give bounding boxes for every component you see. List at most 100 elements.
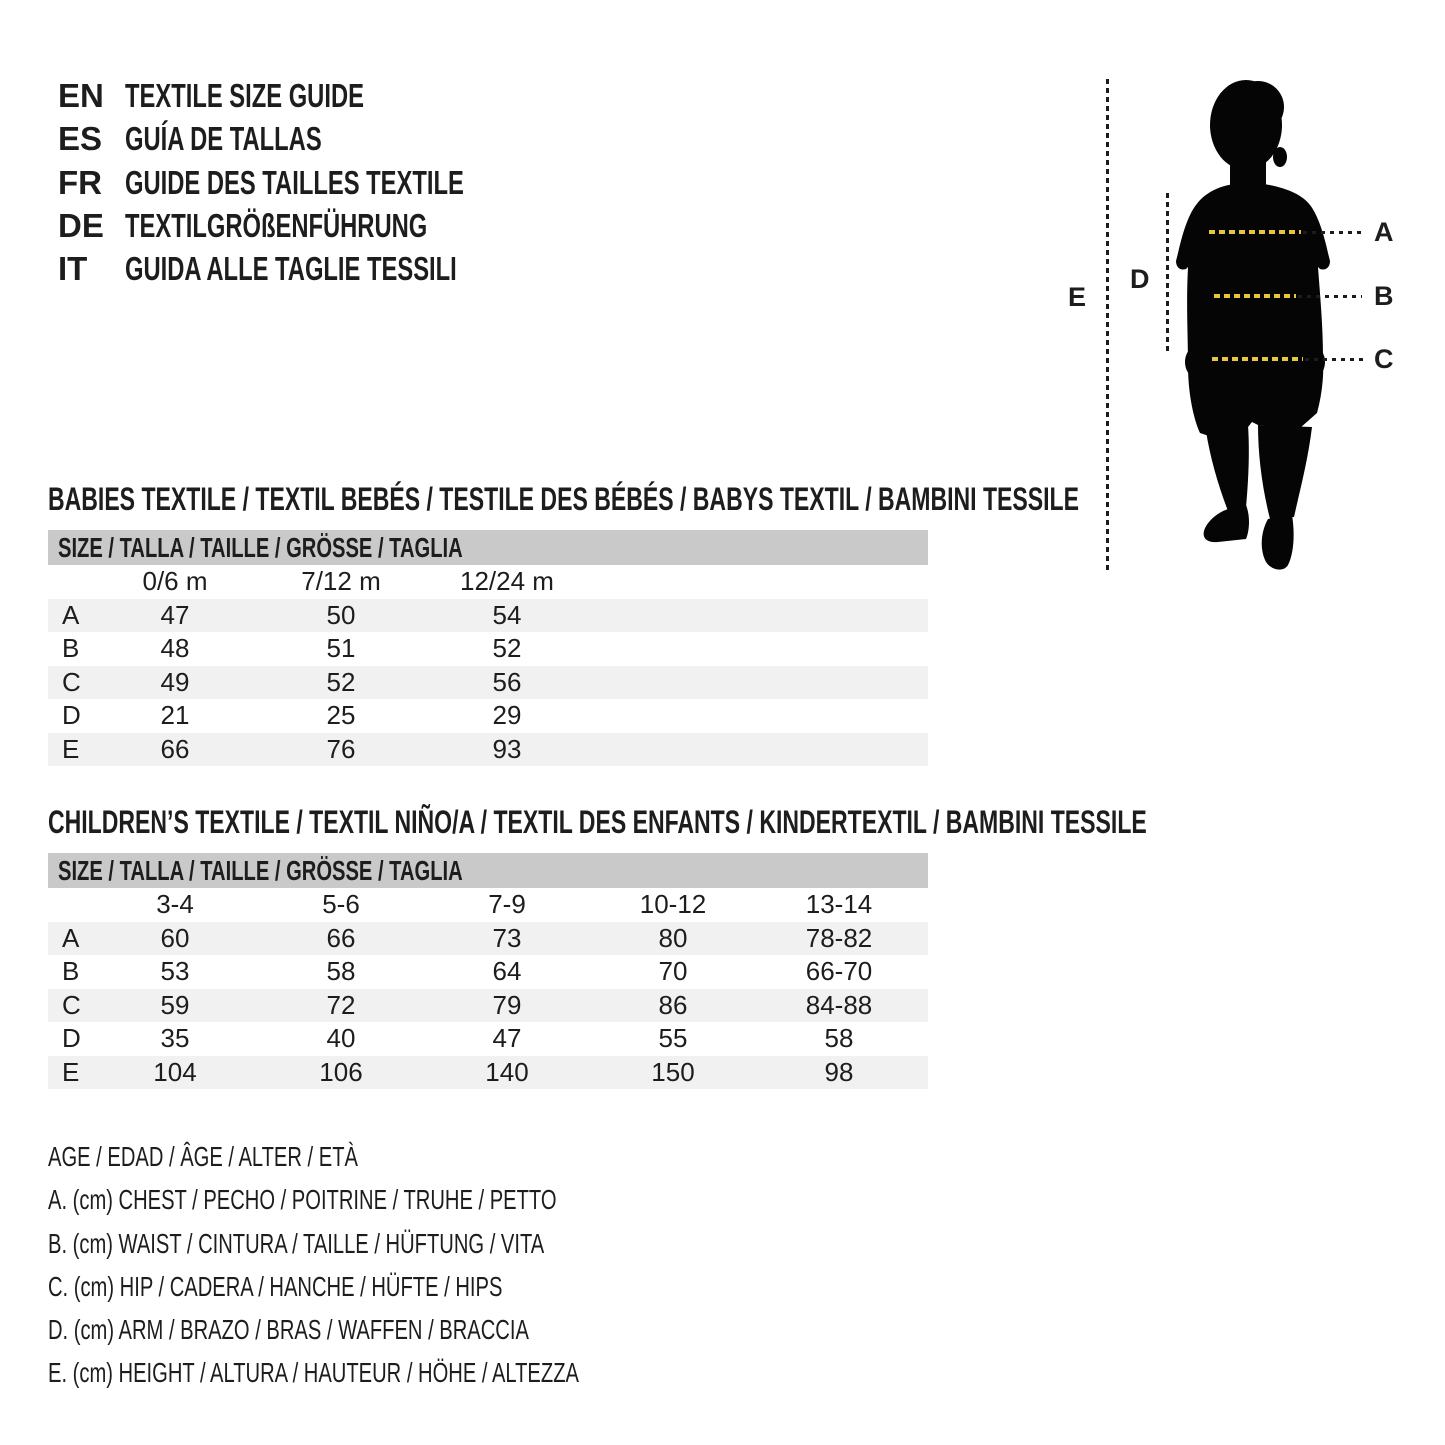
language-title-block: EN TEXTILE SIZE GUIDE ES GUÍA DE TALLAS FR…	[58, 74, 596, 290]
cell-value: 140	[485, 1056, 529, 1087]
column-header-row: 0/6 m 7/12 m 12/24 m	[48, 565, 928, 599]
legend-text: D. (cm) ARM / BRAZO / BRAS / WAFFEN / BR…	[48, 1314, 529, 1346]
table-row-C: C 59 72 79 86 84-88	[48, 988, 928, 1022]
cell-value: 66	[160, 733, 190, 764]
cell-value: 70	[658, 956, 688, 986]
cell-value: 50	[326, 599, 356, 630]
cell-value: 51	[326, 633, 356, 663]
column-header: 5-6	[322, 889, 360, 919]
legend-age: AGE / EDAD / ÂGE / ALTER / ETÀ	[48, 1135, 785, 1178]
guide-title: GUIDA ALLE TAGLIE TESSILI	[125, 250, 457, 288]
guide-title: GUÍA DE TALLAS	[125, 120, 322, 158]
guide-title: TEXTILE SIZE GUIDE	[125, 77, 364, 114]
label-b: B	[1374, 281, 1394, 311]
cell-value: 52	[326, 666, 356, 697]
size-header-text: SIZE / TALLA / TAILLE / GRÖSSE / TAGLIA	[58, 855, 463, 886]
section-title-text: CHILDREN’S TEXTILE / TEXTIL NIÑO/A / TEX…	[48, 804, 1147, 840]
cell-value: 86	[658, 989, 688, 1020]
hip-dash-line	[1212, 357, 1303, 361]
cell-value: 48	[160, 633, 190, 663]
column-header: 13-14	[805, 889, 873, 919]
table-row-B: B 53 58 64 70 66-70	[48, 955, 928, 989]
lang-code: IT	[58, 250, 88, 288]
cell-value: 35	[160, 1023, 190, 1053]
chest-dash-line	[1209, 230, 1301, 234]
table-row-A: A 47 50 54	[48, 598, 928, 632]
row-label: A	[62, 599, 80, 630]
column-header: 7-9	[488, 889, 526, 919]
legend-text: B. (cm) WAIST / CINTURA / TAILLE / HÜFTU…	[48, 1227, 545, 1259]
cell-value: 29	[492, 700, 522, 730]
column-header: 7/12 m	[301, 566, 381, 596]
cell-value: 66	[326, 922, 356, 953]
cell-value: 78-82	[805, 922, 873, 953]
cell-value: 84-88	[805, 989, 873, 1020]
cell-value: 53	[160, 956, 190, 986]
label-e: E	[1068, 282, 1087, 312]
babies-table-section: BABIES TEXTILE / TEXTIL BEBÉS / TESTILE …	[48, 483, 1079, 768]
cell-value: 47	[492, 1023, 522, 1053]
cell-value: 76	[326, 733, 356, 764]
cell-value: 47	[160, 599, 190, 630]
row-label-spacer	[48, 565, 92, 599]
row-label: C	[62, 666, 81, 697]
column-header: 3-4	[156, 889, 194, 919]
row-label: A	[62, 922, 80, 953]
column-header-row: 3-4 5-6 7-9 10-12 13-14	[48, 888, 928, 922]
waist-dash-line	[1214, 294, 1296, 298]
legend-text: AGE / EDAD / ÂGE / ALTER / ETÀ	[48, 1141, 358, 1172]
lang-row-it: IT GUIDA ALLE TAGLIE TESSILI	[58, 247, 596, 290]
table-row-A: A 60 66 73 80 78-82	[48, 921, 928, 955]
arm-measure-line	[1166, 193, 1169, 353]
lang-code: FR	[58, 163, 102, 201]
cell-value: 49	[160, 666, 190, 697]
legend-text: E. (cm) HEIGHT / ALTURA / HAUTEUR / HÖHE…	[48, 1357, 579, 1389]
legend-chest: A. (cm) CHEST / PECHO / POITRINE / TRUHE…	[48, 1178, 785, 1221]
column-header: 0/6 m	[142, 566, 208, 596]
children-size-table: 3-4 5-6 7-9 10-12 13-14 A 60 66 73 80 78-82 B 53 58 64…	[48, 888, 928, 1089]
label-d: D	[1130, 264, 1150, 294]
row-label: C	[62, 989, 81, 1020]
size-header-bar: SIZE / TALLA / TAILLE / GRÖSSE / TAGLIA	[48, 530, 928, 565]
lang-row-es: ES GUÍA DE TALLAS	[58, 117, 596, 160]
legend-height: E. (cm) HEIGHT / ALTURA / HAUTEUR / HÖHE…	[48, 1351, 785, 1394]
cell-value: 40	[326, 1023, 356, 1053]
cell-value: 60	[160, 922, 190, 953]
measurement-legend: AGE / EDAD / ÂGE / ALTER / ETÀ A. (cm) C…	[48, 1135, 785, 1395]
cell-value: 79	[492, 989, 522, 1020]
section-title-text: BABIES TEXTILE / TEXTIL BEBÉS / TESTILE …	[48, 481, 1079, 517]
cell-value: 64	[492, 956, 522, 986]
guide-title: TEXTILGRÖßENFÜHRUNG	[125, 206, 428, 244]
cell-value: 58	[326, 956, 356, 986]
lang-code: ES	[58, 120, 103, 158]
table-row-C: C 49 52 56	[48, 665, 928, 699]
guide-title: GUIDE DES TAILLES TEXTILE	[125, 163, 464, 201]
section-title-children: CHILDREN’S TEXTILE / TEXTIL NIÑO/A / TEX…	[48, 806, 1445, 838]
size-header-bar: SIZE / TALLA / TAILLE / GRÖSSE / TAGLIA	[48, 853, 928, 888]
cell-value: 80	[658, 922, 688, 953]
legend-text: A. (cm) CHEST / PECHO / POITRINE / TRUHE…	[48, 1184, 557, 1216]
size-header-text: SIZE / TALLA / TAILLE / GRÖSSE / TAGLIA	[58, 532, 463, 563]
babies-size-table: 0/6 m 7/12 m 12/24 m A 47 50 54 B 48 51 52 C 49 52 56 D…	[48, 565, 928, 766]
cell-value: 52	[492, 633, 522, 663]
row-label: B	[62, 956, 80, 986]
cell-value: 58	[824, 1023, 854, 1053]
label-c: C	[1374, 344, 1394, 374]
chest-dot-line	[1303, 231, 1362, 234]
table-row-B: B 48 51 52	[48, 632, 928, 666]
legend-arm: D. (cm) ARM / BRAZO / BRAS / WAFFEN / BR…	[48, 1308, 785, 1351]
lang-row-fr: FR GUIDE DES TAILLES TEXTILE	[58, 161, 596, 204]
row-label: D	[62, 700, 81, 730]
cell-value: 55	[658, 1023, 688, 1053]
height-measure-line	[1106, 79, 1109, 573]
cell-value: 93	[492, 733, 522, 764]
column-header: 10-12	[639, 889, 707, 919]
row-label: D	[62, 1023, 81, 1053]
column-header: 12/24 m	[460, 566, 554, 596]
row-label: E	[62, 1056, 80, 1087]
cell-value: 56	[492, 666, 522, 697]
lang-code: DE	[58, 206, 104, 244]
cell-value: 21	[160, 700, 190, 730]
cell-value: 54	[492, 599, 522, 630]
